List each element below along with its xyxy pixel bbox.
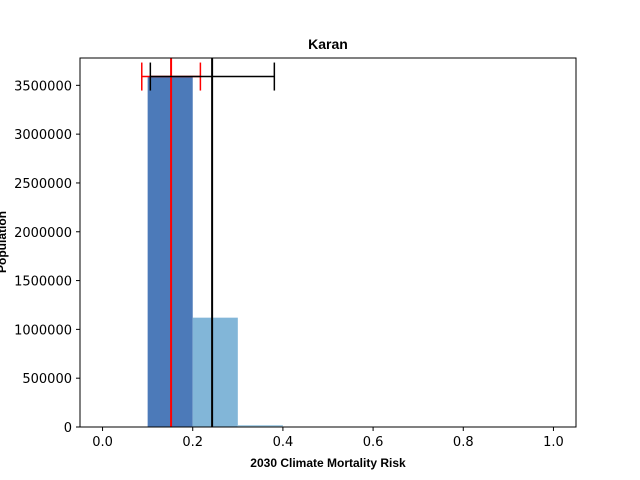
- y-tick-label-0: 0: [64, 421, 72, 436]
- y-tick-label-7: 3500000: [14, 79, 72, 94]
- y-tick-label-1: 500000: [22, 372, 72, 387]
- x-tick-label-0: 0.0: [92, 435, 113, 450]
- y-tick-label-2: 1000000: [14, 323, 72, 338]
- black-marker: [149, 58, 276, 427]
- y-tick-label-4: 2000000: [14, 226, 72, 241]
- bars-group: [147, 76, 283, 428]
- y-axis-label: Population: [0, 211, 9, 273]
- plot-frame: [79, 57, 577, 428]
- x-axis-label: 2030 Climate Mortality Risk: [250, 456, 406, 470]
- x-tick-label-3: 0.6: [363, 435, 384, 450]
- x-tick-label-2: 0.4: [273, 435, 294, 450]
- y-tick-label-5: 2500000: [14, 177, 72, 192]
- error-markers-group: [141, 58, 276, 427]
- y-tick-label-6: 3000000: [14, 128, 72, 143]
- histogram-bar-1: [192, 317, 238, 427]
- x-tick-label-1: 0.2: [182, 435, 203, 450]
- x-axis-ticks: 0.0 0.2 0.4 0.6 0.8 1.0: [92, 427, 564, 450]
- histogram-bar-2: [237, 425, 283, 427]
- y-tick-label-3: 1500000: [14, 275, 72, 290]
- x-tick-label-4: 0.8: [453, 435, 474, 450]
- y-axis-ticks: 0 500000 1000000 1500000 2000000 2500000 30000…: [14, 79, 80, 436]
- x-tick-label-5: 1.0: [543, 435, 564, 450]
- chart-title: Karan: [308, 36, 348, 52]
